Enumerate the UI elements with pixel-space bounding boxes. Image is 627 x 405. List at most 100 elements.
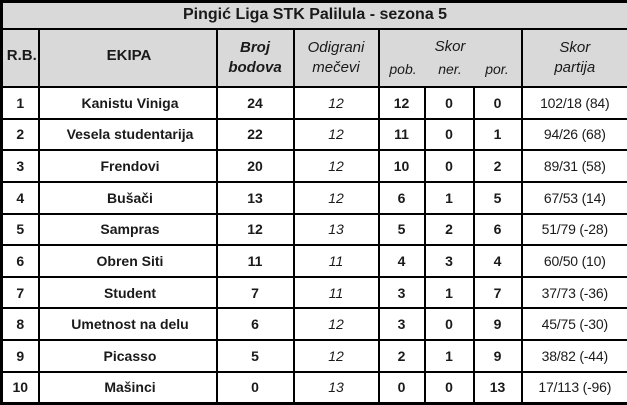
team-cell: Sampras <box>37 212 218 247</box>
header-row: R.B. EKIPA Broj bodova Odigrani mečevi S… <box>0 27 627 88</box>
col-header-losses: por. <box>485 61 509 78</box>
table-row: 8 Umetnost na delu 6 12 3 0 9 45/75 (-30… <box>0 307 627 342</box>
losses-cell: 2 <box>472 149 523 183</box>
col-header-games-line1: Skor <box>559 38 591 56</box>
title-row: Pingić Liga STK Palilula - sezona 5 <box>0 0 627 30</box>
rank-cell: 7 <box>0 275 40 310</box>
col-header-skor: Skor <box>434 37 466 55</box>
draws-cell: 1 <box>423 180 475 215</box>
played-cell: 13 <box>292 370 380 405</box>
played-cell: 13 <box>292 212 380 247</box>
wins-cell: 0 <box>377 370 426 405</box>
table-row: 7 Student 7 11 3 1 7 37/73 (-36) <box>0 275 627 310</box>
col-header-games: Skor partija <box>520 27 627 88</box>
table-row: 6 Obren Siti 11 11 4 3 4 60/50 (10) <box>0 244 627 278</box>
games-cell: 102/18 (84) <box>520 85 627 120</box>
played-cell: 11 <box>292 244 380 278</box>
points-cell: 6 <box>215 307 295 342</box>
team-cell: Frendovi <box>37 149 218 183</box>
col-header-games-line2: partija <box>554 58 596 76</box>
col-header-skor-sublabels: pob. ner. por. <box>381 60 520 79</box>
points-cell: 24 <box>215 85 295 120</box>
team-cell: Mašinci <box>37 370 218 405</box>
draws-cell: 1 <box>423 275 475 310</box>
draws-cell: 0 <box>423 149 475 183</box>
rank-cell: 5 <box>0 212 40 247</box>
draws-cell: 0 <box>423 85 475 120</box>
losses-cell: 1 <box>472 117 523 152</box>
rank-cell: 3 <box>0 149 40 183</box>
table-row: 10 Mašinci 0 13 0 0 13 17/113 (-96) <box>0 370 627 405</box>
wins-cell: 3 <box>377 307 426 342</box>
rank-cell: 9 <box>0 339 40 373</box>
points-cell: 20 <box>215 149 295 183</box>
points-cell: 0 <box>215 370 295 405</box>
table-row: 2 Vesela studentarija 22 12 11 0 1 94/26… <box>0 117 627 152</box>
losses-cell: 6 <box>472 212 523 247</box>
losses-cell: 7 <box>472 275 523 310</box>
games-cell: 94/26 (68) <box>520 117 627 152</box>
team-cell: Kanistu Viniga <box>37 85 218 120</box>
col-header-played: Odigrani mečevi <box>292 27 380 88</box>
draws-cell: 3 <box>423 244 475 278</box>
col-header-skor-group: Skor pob. ner. por. <box>377 27 523 88</box>
rank-cell: 1 <box>0 85 40 120</box>
draws-cell: 0 <box>423 307 475 342</box>
draws-cell: 0 <box>423 117 475 152</box>
team-cell: Picasso <box>37 339 218 373</box>
team-cell: Bušači <box>37 180 218 215</box>
played-cell: 12 <box>292 339 380 373</box>
table-row: 1 Kanistu Viniga 24 12 12 0 0 102/18 (84… <box>0 85 627 120</box>
games-cell: 60/50 (10) <box>520 244 627 278</box>
games-cell: 37/73 (-36) <box>520 275 627 310</box>
wins-cell: 6 <box>377 180 426 215</box>
played-cell: 12 <box>292 180 380 215</box>
losses-cell: 5 <box>472 180 523 215</box>
wins-cell: 11 <box>377 117 426 152</box>
played-cell: 12 <box>292 85 380 120</box>
losses-cell: 13 <box>472 370 523 405</box>
games-cell: 17/113 (-96) <box>520 370 627 405</box>
wins-cell: 5 <box>377 212 426 247</box>
team-cell: Obren Siti <box>37 244 218 278</box>
wins-cell: 2 <box>377 339 426 373</box>
games-cell: 38/82 (-44) <box>520 339 627 373</box>
games-cell: 45/75 (-30) <box>520 307 627 342</box>
draws-cell: 1 <box>423 339 475 373</box>
played-cell: 12 <box>292 117 380 152</box>
table-row: 3 Frendovi 20 12 10 0 2 89/31 (58) <box>0 149 627 183</box>
points-cell: 11 <box>215 244 295 278</box>
games-cell: 51/79 (-28) <box>520 212 627 247</box>
draws-cell: 2 <box>423 212 475 247</box>
losses-cell: 9 <box>472 339 523 373</box>
table-row: 9 Picasso 5 12 2 1 9 38/82 (-44) <box>0 339 627 373</box>
col-header-played-line2: mečevi <box>312 58 360 76</box>
col-header-rank: R.B. <box>0 27 40 88</box>
table-row: 4 Bušači 13 12 6 1 5 67/53 (14) <box>0 180 627 215</box>
team-cell: Vesela studentarija <box>37 117 218 152</box>
wins-cell: 10 <box>377 149 426 183</box>
col-header-points: Broj bodova <box>215 27 295 88</box>
col-header-played-line1: Odigrani <box>307 38 365 56</box>
losses-cell: 9 <box>472 307 523 342</box>
col-header-points-line1: Broj <box>240 38 270 56</box>
losses-cell: 0 <box>472 85 523 120</box>
wins-cell: 3 <box>377 275 426 310</box>
played-cell: 12 <box>292 307 380 342</box>
rank-cell: 8 <box>0 307 40 342</box>
rank-cell: 10 <box>0 370 40 405</box>
points-cell: 13 <box>215 180 295 215</box>
col-header-points-line2: bodova <box>228 58 282 76</box>
played-cell: 11 <box>292 275 380 310</box>
page-title: Pingić Liga STK Palilula - sezona 5 <box>0 0 627 30</box>
points-cell: 12 <box>215 212 295 247</box>
points-cell: 7 <box>215 275 295 310</box>
draws-cell: 0 <box>423 370 475 405</box>
points-cell: 22 <box>215 117 295 152</box>
team-cell: Umetnost na delu <box>37 307 218 342</box>
rank-cell: 4 <box>0 180 40 215</box>
losses-cell: 4 <box>472 244 523 278</box>
played-cell: 12 <box>292 149 380 183</box>
